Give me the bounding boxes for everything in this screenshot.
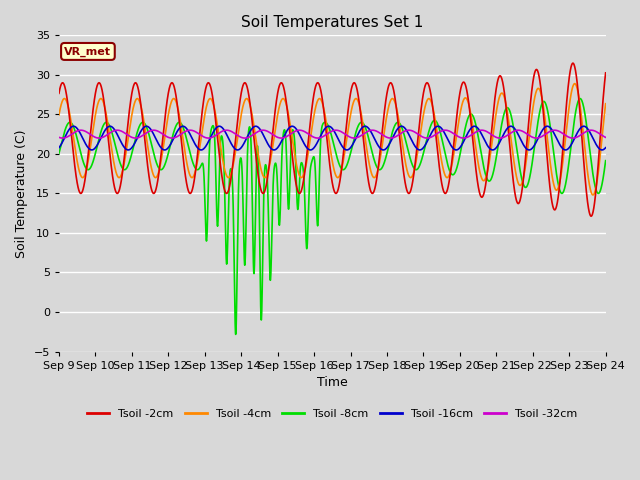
Text: VR_met: VR_met (65, 46, 111, 57)
Y-axis label: Soil Temperature (C): Soil Temperature (C) (15, 129, 28, 258)
Title: Soil Temperatures Set 1: Soil Temperatures Set 1 (241, 15, 424, 30)
X-axis label: Time: Time (317, 376, 348, 389)
Legend: Tsoil -2cm, Tsoil -4cm, Tsoil -8cm, Tsoil -16cm, Tsoil -32cm: Tsoil -2cm, Tsoil -4cm, Tsoil -8cm, Tsoi… (83, 405, 582, 423)
